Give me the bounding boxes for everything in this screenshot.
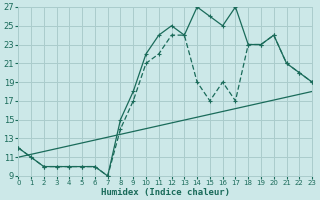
X-axis label: Humidex (Indice chaleur): Humidex (Indice chaleur) xyxy=(101,188,230,197)
